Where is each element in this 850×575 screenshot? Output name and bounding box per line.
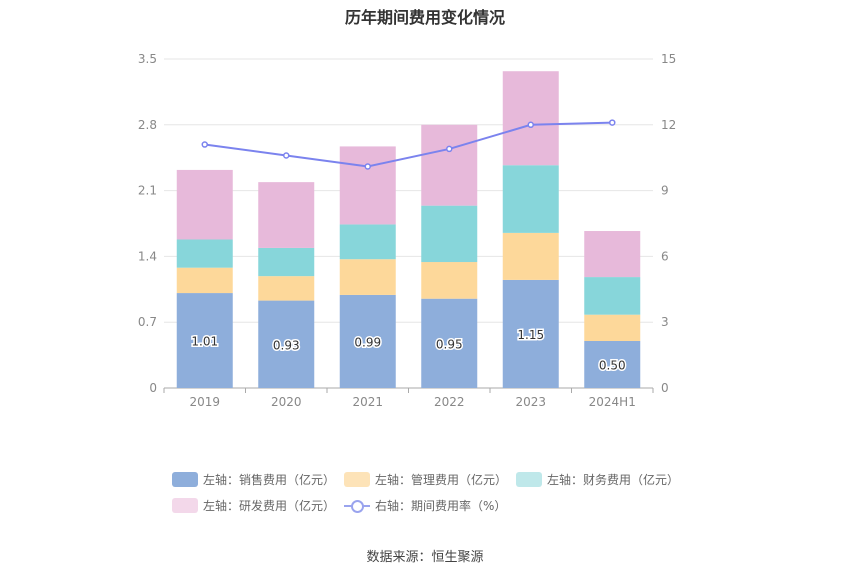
legend-item-expense-ratio[interactable]: 右轴：期间费用率（%）: [344, 497, 506, 514]
legend-label-admin: 左轴：管理费用（亿元）: [375, 473, 508, 487]
left-axis-tick-label: 0: [149, 381, 157, 395]
bar-data-label: 1.15: [517, 328, 544, 342]
bar-segment-finance: [339, 224, 396, 260]
bar-segment-sales: [176, 293, 233, 388]
bar-data-label: 0.95: [436, 337, 463, 351]
bar-segment-admin: [176, 267, 233, 294]
bar-segment-sales: [421, 298, 478, 388]
x-axis-tick-label: 2023: [515, 395, 546, 409]
legend-label-sales: 左轴：销售费用（亿元）: [203, 473, 336, 487]
x-axis-tick-label: 2019: [189, 395, 220, 409]
x-axis-tick-label: 2022: [434, 395, 465, 409]
bar-segment-finance: [421, 205, 478, 263]
expense-ratio-line: [204, 121, 613, 168]
legend-item-rnd[interactable]: 左轴：研发费用（亿元）: [172, 497, 335, 514]
bar-segment-rnd: [258, 182, 315, 248]
x-axis-tick-label: 2020: [271, 395, 302, 409]
bar-segment-finance: [502, 165, 559, 233]
expense-ratio-point: [201, 141, 208, 148]
expense-ratio-point: [527, 121, 534, 129]
right-axis-tick-label: 9: [661, 184, 669, 198]
bar-segment-sales: [339, 294, 396, 388]
left-axis-tick-label: 2.1: [138, 184, 157, 198]
left-axis-tick-label: 2.8: [138, 118, 157, 132]
bar-segment-admin: [339, 259, 396, 295]
bar-segment-rnd: [339, 146, 396, 225]
chart-title: 历年期间费用变化情况: [344, 8, 505, 27]
bar-segment-sales: [258, 300, 315, 388]
left-axis-tick-label: 3.5: [138, 52, 157, 66]
bar-segment-rnd: [502, 71, 559, 166]
legend-swatch-expense-ratio: [344, 498, 370, 513]
x-axis-tick-label: 2024H1: [589, 395, 636, 409]
legend-swatch-admin: [344, 472, 370, 487]
legend-item-sales[interactable]: 左轴：销售费用（亿元）: [172, 471, 335, 488]
bar-segment-rnd: [421, 124, 478, 206]
bar-data-label: 1.01: [191, 335, 218, 349]
legend-swatch-rnd: [172, 498, 198, 513]
right-axis-tick-label: 15: [661, 52, 676, 66]
bar-segment-sales: [502, 279, 559, 388]
bar-data-label: 0.99: [354, 335, 381, 349]
bar-segment-admin: [258, 276, 315, 301]
bar-segment-finance: [258, 247, 315, 277]
bar-data-label: 0.50: [599, 359, 626, 373]
left-axis-tick-label: 0.7: [138, 315, 157, 329]
right-axis-tick-label: 0: [661, 381, 669, 395]
x-axis-tick-label: 2021: [352, 395, 383, 409]
right-axis-tick-label: 6: [661, 249, 669, 263]
right-axis-tick-label: 12: [661, 118, 676, 132]
legend-label-finance: 左轴：财务费用（亿元）: [547, 473, 680, 487]
bar-segment-rnd: [176, 169, 233, 240]
legend-label-expense-ratio: 右轴：期间费用率（%）: [375, 499, 507, 513]
expense-chart: 0 0 0.7 3 1.4 6 2.1 9 2.8 12 3.5 15 1.01 2019 0.93 2020…: [138, 52, 676, 409]
bar-segment-finance: [584, 277, 641, 315]
bar-data-label: 0.93: [273, 338, 300, 352]
bar-segment-sales: [584, 341, 641, 388]
legend-swatch-finance: [516, 472, 542, 487]
legend-item-finance[interactable]: 左轴：财务费用（亿元）: [516, 471, 679, 488]
bar-segment-admin: [502, 232, 559, 280]
bar-segment-admin: [421, 262, 478, 299]
expense-ratio-point: [283, 152, 290, 159]
data-source: 数据来源：恒生聚源: [366, 550, 484, 565]
legend-item-admin[interactable]: 左轴：管理费用（亿元）: [344, 471, 507, 488]
expense-ratio-point: [609, 119, 616, 126]
left-axis-tick-label: 1.4: [138, 249, 157, 263]
bar-segment-rnd: [584, 231, 641, 278]
expense-ratio-point: [364, 163, 371, 170]
expense-ratio-point: [446, 145, 453, 153]
right-axis-tick-label: 3: [661, 315, 669, 329]
bar-segment-admin: [584, 314, 641, 341]
legend-swatch-sales: [172, 472, 198, 487]
bar-segment-finance: [176, 239, 233, 268]
legend-label-rnd: 左轴：研发费用（亿元）: [203, 499, 336, 513]
